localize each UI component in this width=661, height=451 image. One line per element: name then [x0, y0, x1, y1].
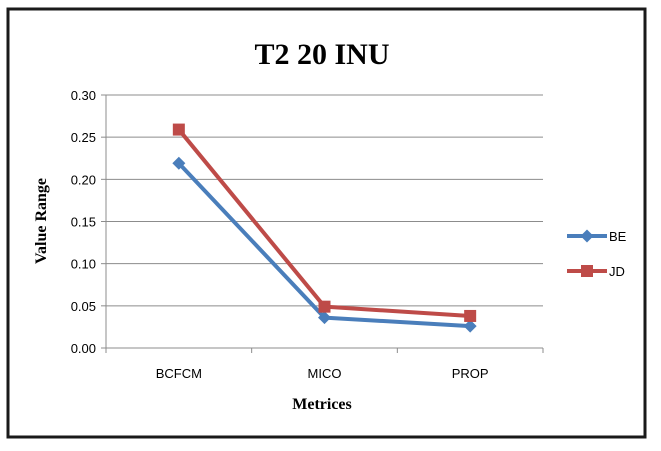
- y-tick-label: 0.00: [71, 341, 96, 356]
- data-point-jd: [172, 123, 185, 136]
- legend-marker-be: [580, 229, 594, 243]
- x-tick-label: PROP: [452, 366, 489, 381]
- chart-title: T2 20 INU: [254, 38, 389, 71]
- axes: [101, 94, 544, 353]
- x-tick-label: BCFCM: [156, 366, 202, 381]
- series-group: [172, 123, 477, 333]
- y-tick-label: 0.20: [71, 172, 96, 187]
- y-tick-label: 0.05: [71, 299, 96, 314]
- y-tick-label: 0.15: [71, 215, 96, 230]
- x-tick-labels: BCFCM MICO PROP: [156, 366, 489, 381]
- legend: BE JD: [567, 229, 627, 279]
- chart-border: [6, 7, 647, 439]
- x-tick-label: MICO: [308, 366, 342, 381]
- y-tick-label: 0.10: [71, 257, 96, 272]
- y-tick-label: 0.25: [71, 130, 96, 145]
- y-axis-label: Value Range: [33, 178, 50, 264]
- data-point-be: [172, 156, 186, 170]
- data-point-be: [318, 311, 331, 325]
- legend-marker-jd: [581, 265, 593, 277]
- legend-label-be: BE: [609, 229, 627, 244]
- y-tick-labels: 0.30 0.25 0.20 0.15 0.10 0.05 0.00: [71, 88, 96, 356]
- data-point-jd: [318, 300, 331, 313]
- data-point-be: [463, 319, 477, 333]
- data-point-jd: [464, 309, 477, 322]
- x-axis-label: Metrices: [292, 396, 352, 413]
- legend-label-jd: JD: [609, 264, 625, 279]
- y-tick-label: 0.30: [71, 88, 96, 103]
